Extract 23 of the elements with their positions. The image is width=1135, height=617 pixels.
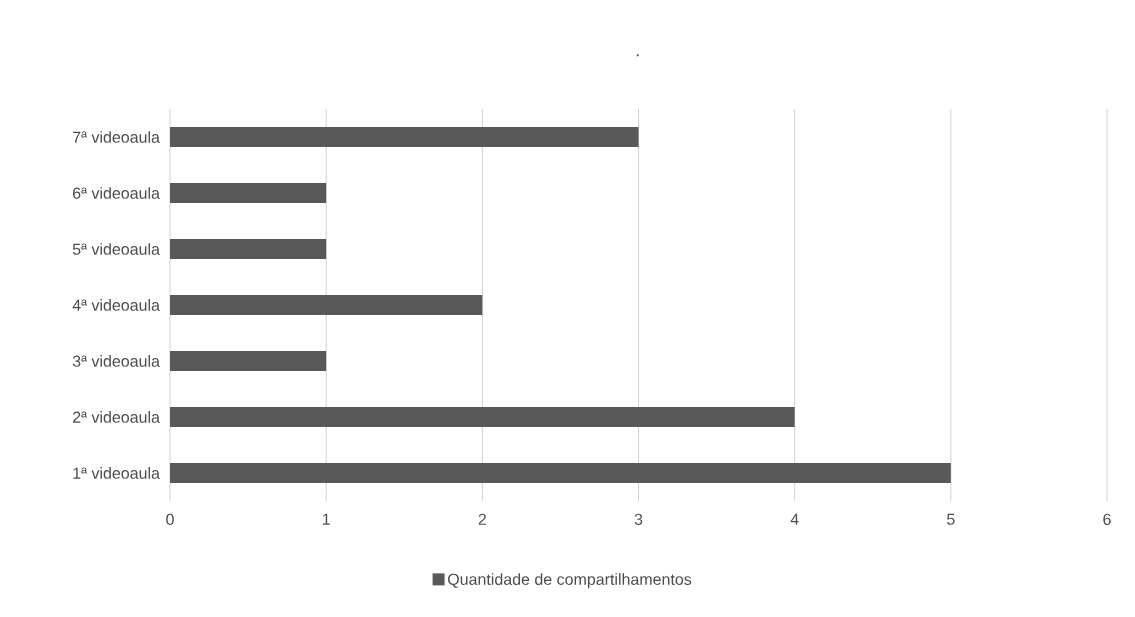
x-tick-label: 1: [322, 513, 330, 525]
chart-title: .: [636, 54, 639, 57]
x-tick-label: 6: [1103, 513, 1111, 526]
bar: [170, 238, 327, 259]
legend-label: Quantidade de compartilhamentos: [448, 573, 692, 589]
x-tick-label: 5: [947, 513, 955, 525]
y-tick-label: 1ª videoaula: [73, 467, 160, 479]
bar: [170, 126, 639, 147]
bar: [170, 182, 327, 203]
bar: [170, 294, 483, 315]
x-tick-label: 3: [634, 513, 643, 526]
y-tick-label: 6ª videoaula: [73, 187, 160, 199]
bar: [170, 406, 795, 427]
y-tick-label: 3ª videoaula: [72, 355, 160, 367]
y-tick-label: 5ª videoaula: [72, 243, 160, 255]
y-tick-label: 4ª videoaula: [72, 299, 160, 311]
x-tick-label: 4: [790, 513, 799, 525]
x-tick-label: 0: [166, 513, 174, 526]
x-tick-label: 2: [478, 513, 486, 525]
y-tick-label: 7ª videoaula: [73, 131, 160, 143]
y-tick-label: 2ª videoaula: [73, 411, 160, 423]
bar: [170, 462, 951, 483]
bar: [170, 350, 327, 371]
